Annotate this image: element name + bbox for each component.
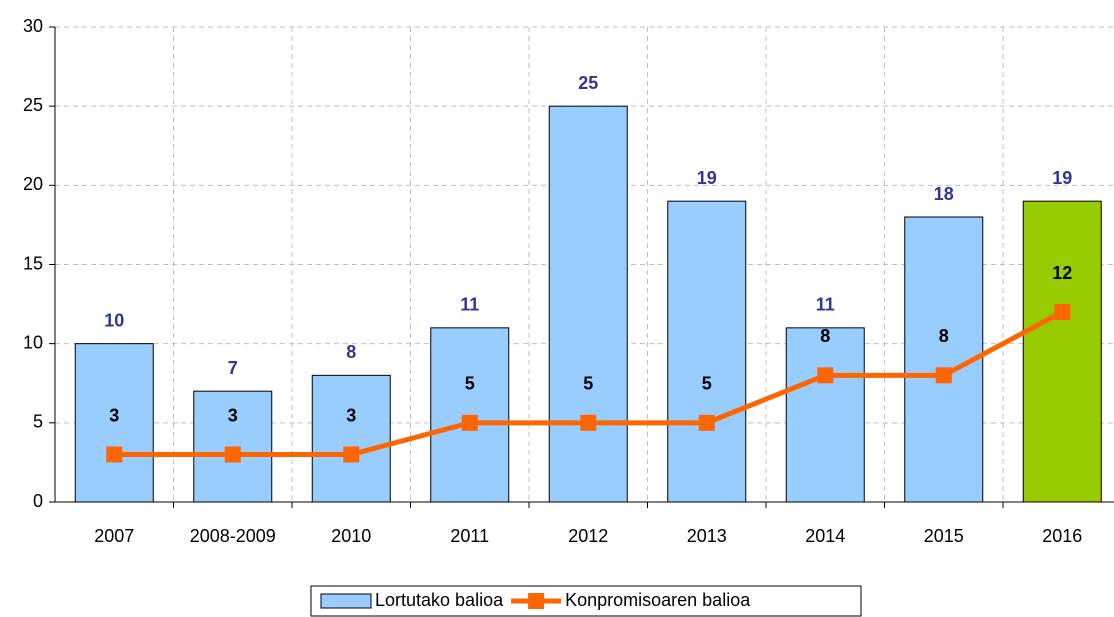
y-tick-label: 5 (33, 412, 43, 432)
bar (785, 327, 865, 503)
bar-value-label: 25 (578, 73, 598, 93)
line-marker (343, 446, 360, 463)
bar (311, 374, 391, 503)
line-marker (106, 446, 123, 463)
bar-value-label: 7 (228, 358, 238, 378)
x-tick-label: 2013 (687, 526, 727, 546)
line-value-label: 3 (109, 405, 119, 425)
line-value-label: 3 (228, 405, 238, 425)
x-tick-label: 2011 (450, 526, 489, 546)
x-tick-label: 2014 (805, 526, 845, 546)
legend-label: Konpromisoaren balioa (565, 590, 751, 610)
y-tick-label: 15 (23, 253, 43, 273)
line-marker (461, 414, 478, 431)
bar-value-label: 10 (104, 310, 124, 330)
legend-swatch (528, 593, 545, 609)
y-tick-label: 25 (23, 95, 43, 115)
line-marker (224, 446, 241, 463)
legend: Lortutako balioa Konpromisoaren balioa (310, 585, 862, 617)
x-tick-label: 2012 (568, 526, 608, 546)
y-tick-label: 20 (23, 174, 43, 194)
bar (667, 200, 747, 503)
line-value-label: 5 (583, 374, 593, 394)
bar (548, 105, 628, 503)
bar-value-label: 19 (697, 168, 717, 188)
bar (1022, 200, 1102, 503)
bar-value-label: 8 (346, 342, 356, 362)
line-marker (1054, 304, 1071, 320)
line-marker (698, 414, 715, 431)
line-marker (580, 414, 597, 431)
bar-value-label: 18 (934, 184, 954, 204)
bar-value-label: 19 (1052, 168, 1072, 188)
bar (74, 343, 154, 503)
x-tick-label: 2007 (94, 526, 134, 546)
line-marker (935, 367, 952, 384)
line-value-label: 5 (702, 374, 712, 394)
x-tick-label: 2016 (1042, 526, 1082, 546)
y-tick-label: 30 (23, 16, 43, 36)
line-value-label: 8 (820, 326, 830, 346)
x-tick-label: 2010 (331, 526, 371, 546)
line-value-label: 8 (939, 326, 949, 346)
legend-swatch (320, 593, 372, 609)
line-value-label: 5 (465, 374, 475, 394)
line-value-label: 3 (346, 405, 356, 425)
legend-box (310, 585, 862, 617)
legend-label: Lortutako balioa (375, 590, 504, 610)
x-tick-label: 2008-2009 (190, 526, 276, 546)
bar-value-label: 11 (460, 295, 479, 315)
x-tick-label: 2015 (924, 526, 964, 546)
y-tick-label: 10 (23, 332, 43, 352)
bar-value-label: 11 (816, 295, 835, 315)
line-value-label: 12 (1052, 263, 1072, 283)
y-tick-label: 0 (33, 491, 43, 511)
line-marker (817, 367, 834, 384)
